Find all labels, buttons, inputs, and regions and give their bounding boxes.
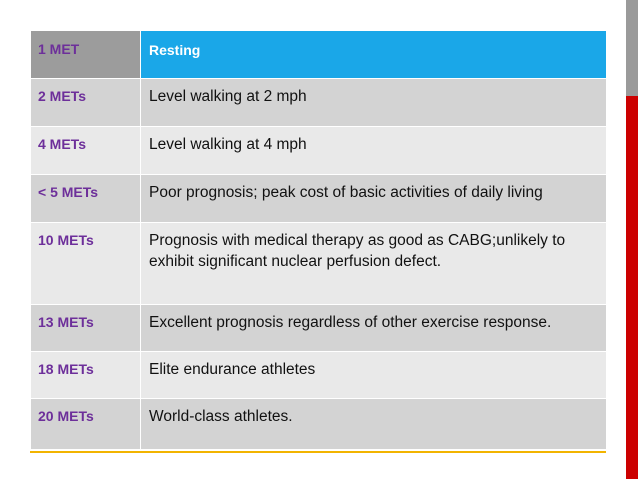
met-value-cell: 18 METs (30, 351, 141, 399)
met-value-cell: < 5 METs (30, 174, 141, 223)
activity-cell: Prognosis with medical therapy as good a… (140, 222, 607, 305)
table-row: 13 METs Excellent prognosis regardless o… (30, 304, 607, 352)
side-accent-bar-gray (626, 0, 638, 96)
activity-cell: Level walking at 4 mph (140, 126, 607, 175)
table-row: 2 METs Level walking at 2 mph (30, 78, 607, 127)
met-activity-table: 1 MET Resting 2 METs Level walking at 2 … (30, 30, 607, 450)
met-value-cell: 13 METs (30, 304, 141, 352)
activity-cell: Excellent prognosis regardless of other … (140, 304, 607, 352)
side-accent-bar-red (626, 96, 638, 479)
met-value-cell: 2 METs (30, 78, 141, 127)
table-row: 1 MET Resting (30, 30, 607, 79)
table-row: 18 METs Elite endurance athletes (30, 351, 607, 399)
activity-cell: Poor prognosis; peak cost of basic activ… (140, 174, 607, 223)
activity-cell: Level walking at 2 mph (140, 78, 607, 127)
met-value-cell: 4 METs (30, 126, 141, 175)
activity-cell: Resting (140, 30, 607, 79)
table-bottom-rule (30, 451, 606, 453)
table-row: < 5 METs Poor prognosis; peak cost of ba… (30, 174, 607, 223)
activity-cell: Elite endurance athletes (140, 351, 607, 399)
activity-cell: World-class athletes. (140, 398, 607, 450)
table-row: 20 METs World-class athletes. (30, 398, 607, 450)
met-value-cell: 20 METs (30, 398, 141, 450)
met-value-cell: 1 MET (30, 30, 141, 79)
table-row: 4 METs Level walking at 4 mph (30, 126, 607, 175)
table-row: 10 METs Prognosis with medical therapy a… (30, 222, 607, 305)
met-value-cell: 10 METs (30, 222, 141, 305)
